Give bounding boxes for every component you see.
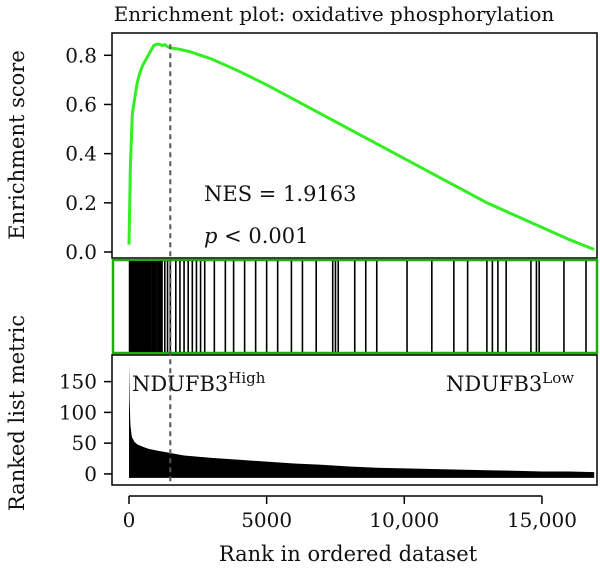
enrichment-y-axis: 0.0 0.2 0.4 0.6 0.8	[65, 43, 112, 264]
enrichment-y-tick-label: 0.8	[65, 43, 97, 67]
ranked-y-label: Ranked list metric	[5, 315, 29, 511]
x-tick-label: 15,000	[507, 508, 577, 532]
enrichment-y-tick-label: 0.2	[65, 191, 97, 215]
hits-panel-frame	[111, 258, 599, 355]
gene-hit-bars	[128, 261, 587, 352]
low-group-label: NDUFB3Low	[446, 369, 574, 396]
x-tick-label: 0	[123, 508, 136, 532]
enrichment-score-line	[127, 42, 595, 251]
ranked-y-tick-label: 150	[59, 370, 97, 394]
enrichment-y-tick-label: 0.6	[65, 92, 97, 116]
ranked-panel-frame	[111, 354, 598, 486]
enrichment-y-tick-label: 0.0	[65, 240, 97, 264]
x-tick-label: 10,000	[369, 508, 439, 532]
enrichment-y-label: Enrichment score	[5, 50, 29, 240]
gene-hits-panel	[111, 258, 599, 355]
enrichment-panel-frame	[111, 32, 598, 259]
x-tick-label: 5000	[241, 508, 292, 532]
ranked-y-axis: 0 50 100 150	[59, 370, 112, 486]
ranked-y-tick-label: 0	[84, 462, 97, 486]
enrichment-score-panel: 0.0 0.2 0.4 0.6 0.8 Enrichment score NES = 1…	[5, 32, 598, 264]
p-value-annotation: p < 0.001	[204, 224, 309, 248]
chart-title: Enrichment plot: oxidative phosphorylati…	[114, 2, 555, 26]
enrichment-y-tick-label: 0.4	[65, 142, 97, 166]
ranked-y-tick-label: 50	[72, 431, 97, 455]
ranked-metric-area	[129, 363, 595, 478]
nes-annotation: NES = 1.9163	[204, 182, 357, 206]
x-axis-label: Rank in ordered dataset	[219, 542, 478, 566]
high-group-label: NDUFB3High	[132, 369, 266, 396]
ranked-y-tick-label: 100	[59, 400, 97, 424]
x-axis: 0 5000 10,000 15,000	[123, 495, 577, 532]
